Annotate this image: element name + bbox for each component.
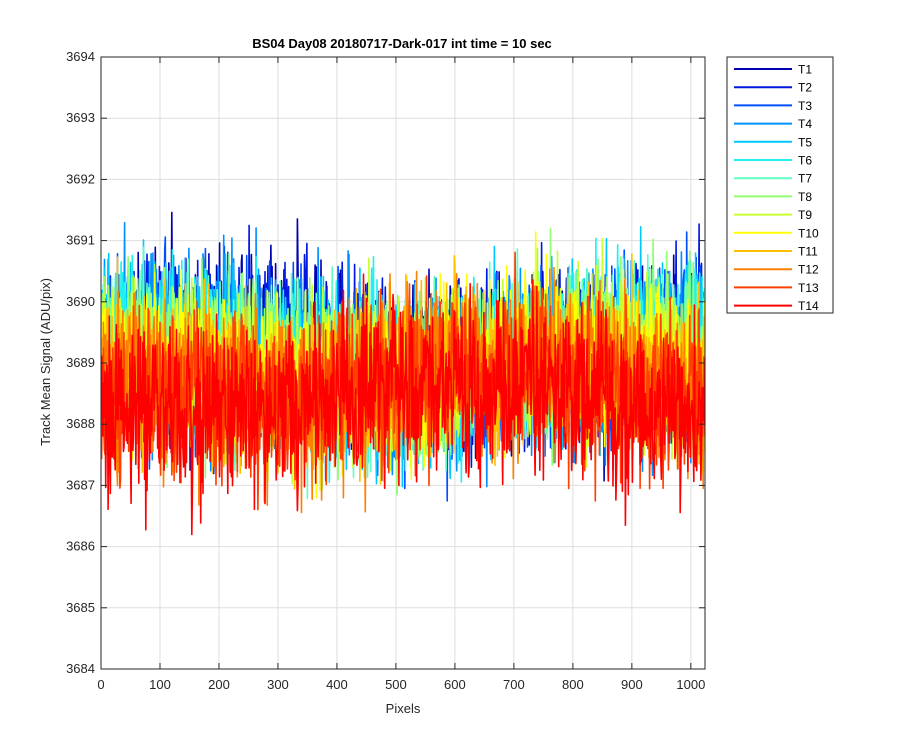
legend-label: T2 [798, 81, 812, 95]
x-tick-label: 400 [326, 677, 348, 692]
y-axis-label: Track Mean Signal (ADU/pix) [38, 278, 53, 446]
x-tick-label: 600 [444, 677, 466, 692]
x-tick-label: 900 [621, 677, 643, 692]
legend-label: T9 [798, 208, 812, 222]
x-tick-label: 300 [267, 677, 289, 692]
legend-label: T14 [798, 299, 819, 313]
chart-title: BS04 Day08 20180717-Dark-017 int time = … [252, 36, 552, 51]
x-tick-label: 1000 [676, 677, 705, 692]
legend-label: T6 [798, 154, 812, 168]
legend-box [726, 56, 834, 314]
legend-label: T11 [798, 245, 818, 259]
x-tick-label: 700 [503, 677, 525, 692]
series-line-t14 [101, 273, 705, 536]
legend-label: T4 [798, 117, 812, 131]
legend[interactable]: T1 T2 T3 T4 T5 T6 T7 T8 T9 T10 T11 T12 T13 T14 [726, 56, 834, 314]
x-tick-label: 100 [149, 677, 171, 692]
legend-label: T1 [798, 63, 812, 77]
legend-label: T10 [798, 226, 819, 240]
x-tick-label: 200 [208, 677, 230, 692]
y-tick-label: 3694 [66, 49, 95, 64]
y-tick-label: 3691 [66, 233, 95, 248]
y-tick-label: 3686 [66, 539, 95, 554]
y-tick-label: 3690 [66, 294, 95, 309]
legend-label: T7 [798, 172, 812, 186]
x-tick-label: 0 [97, 677, 104, 692]
legend-label: T8 [798, 190, 812, 204]
x-axis-label: Pixels [386, 701, 421, 716]
axis-ticks: 0 100 200 300 400 500 600 700 800 900 1000 3684 3685… [66, 49, 705, 692]
legend-label: T5 [798, 135, 812, 149]
legend-label: T3 [798, 99, 812, 113]
legend-label: T13 [798, 281, 819, 295]
y-tick-label: 3684 [66, 661, 95, 676]
y-tick-label: 3687 [66, 477, 95, 492]
y-tick-label: 3693 [66, 110, 95, 125]
legend-label: T12 [798, 263, 819, 277]
y-tick-label: 3689 [66, 355, 95, 370]
y-tick-label: 3685 [66, 600, 95, 615]
series-lines [101, 211, 705, 536]
x-tick-label: 500 [385, 677, 407, 692]
y-tick-label: 3688 [66, 416, 95, 431]
y-tick-label: 3692 [66, 171, 95, 186]
x-tick-label: 800 [562, 677, 584, 692]
